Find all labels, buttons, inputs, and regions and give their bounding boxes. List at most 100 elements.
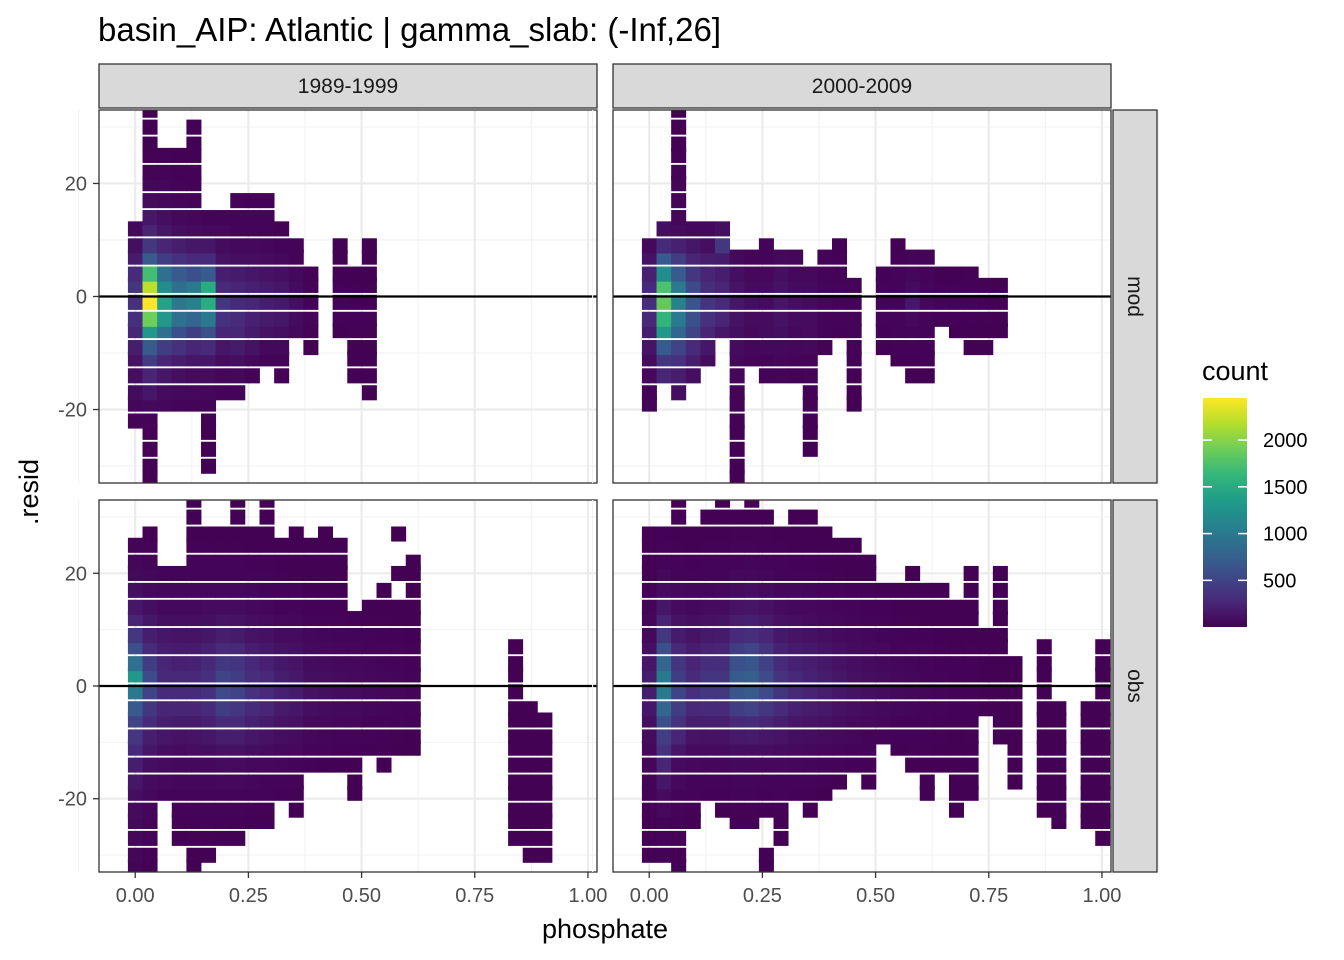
heatmap-bin [700, 311, 716, 327]
heatmap-bin [303, 599, 319, 615]
heatmap-bin [244, 802, 260, 818]
heatmap-bin [919, 599, 935, 615]
heatmap-bins [641, 500, 1111, 872]
heatmap-bin [905, 656, 921, 672]
heatmap-bin [861, 656, 877, 672]
heatmap-bin [656, 294, 672, 310]
heatmap-bin [729, 385, 745, 401]
heatmap-bin [773, 774, 789, 790]
heatmap-bin [685, 701, 701, 717]
heatmap-bin [963, 684, 979, 700]
heatmap-bin [186, 294, 202, 310]
heatmap-bin [788, 757, 804, 773]
heatmap-bin [157, 582, 173, 598]
heatmap-bin [875, 340, 891, 356]
heatmap-bin [656, 830, 672, 846]
heatmap-bin [171, 210, 187, 226]
heatmap-bin [274, 238, 290, 254]
heatmap-bin [201, 526, 217, 542]
heatmap-bin [641, 266, 657, 282]
heatmap-bin [729, 757, 745, 773]
heatmap-bin [846, 340, 862, 356]
heatmap-bin [288, 729, 304, 745]
heatmap-bin [773, 554, 789, 570]
heatmap-bin [656, 774, 672, 790]
heatmap-bin [347, 627, 363, 643]
heatmap-bin [978, 701, 994, 717]
heatmap-bin [963, 729, 979, 745]
heatmap-bin [802, 311, 818, 327]
heatmap-bin [186, 701, 202, 717]
heatmap-bin [157, 266, 173, 282]
heatmap-bin [861, 774, 877, 790]
heatmap-bin [361, 294, 377, 310]
heatmap-bin [332, 554, 348, 570]
heatmap-bin [934, 684, 950, 700]
panel-1989-1999-mod [78, 109, 646, 484]
heatmap-bin [157, 238, 173, 254]
y-tick-label: 0 [76, 676, 87, 698]
heatmap-bin [832, 684, 848, 700]
heatmap-bin [142, 210, 158, 226]
heatmap-bin [259, 509, 275, 525]
heatmap-bin [405, 599, 421, 615]
heatmap-bin [992, 701, 1008, 717]
heatmap-bin [905, 266, 921, 282]
heatmap-bin [230, 193, 246, 209]
heatmap-bin [142, 729, 158, 745]
heatmap-bin [1036, 684, 1052, 700]
legend-tick-label: 1000 [1263, 524, 1308, 546]
heatmap-bin [846, 656, 862, 672]
heatmap-bin [332, 537, 348, 553]
heatmap-bin [244, 656, 260, 672]
heatmap-bin [1051, 802, 1067, 818]
heatmap-bin [318, 729, 334, 745]
heatmap-bin [1095, 802, 1111, 818]
heatmap-bin [715, 774, 731, 790]
heatmap-bin [171, 340, 187, 356]
heatmap-bin [201, 413, 217, 429]
heatmap-bin [127, 656, 143, 672]
heatmap-bin [744, 729, 760, 745]
x-tick-label: 0.50 [342, 885, 381, 907]
heatmap-bin [715, 294, 731, 310]
heatmap-bin [318, 701, 334, 717]
chart-title: basin_AIP: Atlantic | gamma_slab: (-Inf,… [98, 11, 721, 48]
heatmap-bin [802, 554, 818, 570]
strip-background [612, 63, 1112, 109]
heatmap-bin [259, 500, 275, 508]
heatmap-bin [259, 311, 275, 327]
heatmap-bin [802, 441, 818, 457]
heatmap-bin [142, 701, 158, 717]
heatmap-bin [1095, 639, 1111, 655]
heatmap-bin [861, 729, 877, 745]
heatmap-bin [641, 385, 657, 401]
heatmap-bin [288, 526, 304, 542]
heatmap-bin [846, 599, 862, 615]
heatmap-bin [700, 684, 716, 700]
heatmap-bin [773, 582, 789, 598]
legend: count 500 1000 1500 2000 [1202, 356, 1308, 627]
heatmap-bin [347, 757, 363, 773]
heatmap-bin [729, 526, 745, 542]
y-tick-label: 20 [65, 173, 87, 195]
heatmap-bin [215, 368, 231, 384]
heatmap-bin [288, 266, 304, 282]
heatmap-bin [142, 368, 158, 384]
heatmap-bin [744, 627, 760, 643]
heatmap-bin [758, 554, 774, 570]
panel-border [612, 499, 1112, 873]
heatmap-bin [201, 458, 217, 474]
heatmap-bin [230, 311, 246, 327]
heatmap-bin [244, 554, 260, 570]
heatmap-bin [788, 249, 804, 265]
heatmap-bin [230, 729, 246, 745]
heatmap-bin [802, 627, 818, 643]
heatmap-bin [303, 554, 319, 570]
heatmap-bin [244, 684, 260, 700]
heatmap-bin [171, 368, 187, 384]
heatmap-bin [890, 582, 906, 598]
heatmap-bin [832, 774, 848, 790]
heatmap-bin [715, 599, 731, 615]
heatmap-bin [671, 729, 687, 745]
